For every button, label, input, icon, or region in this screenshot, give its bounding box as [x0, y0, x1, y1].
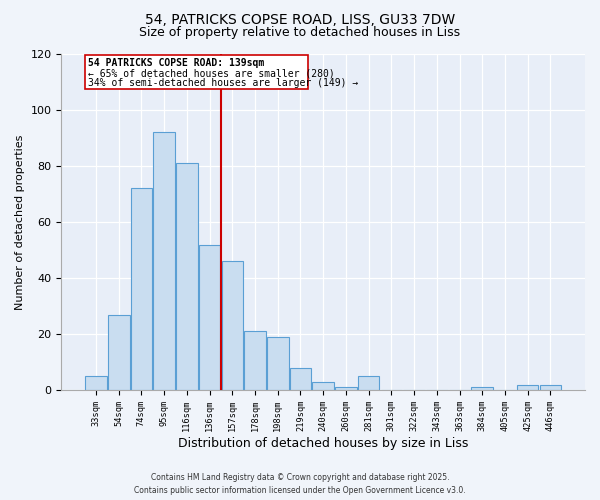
Bar — [176, 164, 197, 390]
Bar — [290, 368, 311, 390]
FancyBboxPatch shape — [85, 56, 308, 89]
Bar — [154, 132, 175, 390]
Text: 54 PATRICKS COPSE ROAD: 139sqm: 54 PATRICKS COPSE ROAD: 139sqm — [88, 58, 265, 68]
Bar — [517, 384, 538, 390]
Text: Size of property relative to detached houses in Liss: Size of property relative to detached ho… — [139, 26, 461, 39]
Bar — [131, 188, 152, 390]
Bar — [199, 244, 220, 390]
Bar — [85, 376, 107, 390]
Bar — [335, 388, 357, 390]
Bar — [108, 314, 130, 390]
Bar — [313, 382, 334, 390]
X-axis label: Distribution of detached houses by size in Liss: Distribution of detached houses by size … — [178, 437, 469, 450]
Text: 54, PATRICKS COPSE ROAD, LISS, GU33 7DW: 54, PATRICKS COPSE ROAD, LISS, GU33 7DW — [145, 12, 455, 26]
Bar — [358, 376, 379, 390]
Bar — [221, 262, 243, 390]
Y-axis label: Number of detached properties: Number of detached properties — [15, 134, 25, 310]
Bar — [472, 388, 493, 390]
Text: ← 65% of detached houses are smaller (280): ← 65% of detached houses are smaller (28… — [88, 68, 335, 78]
Bar — [244, 332, 266, 390]
Text: Contains HM Land Registry data © Crown copyright and database right 2025.
Contai: Contains HM Land Registry data © Crown c… — [134, 474, 466, 495]
Bar — [539, 384, 561, 390]
Bar — [267, 337, 289, 390]
Text: 34% of semi-detached houses are larger (149) →: 34% of semi-detached houses are larger (… — [88, 78, 359, 88]
